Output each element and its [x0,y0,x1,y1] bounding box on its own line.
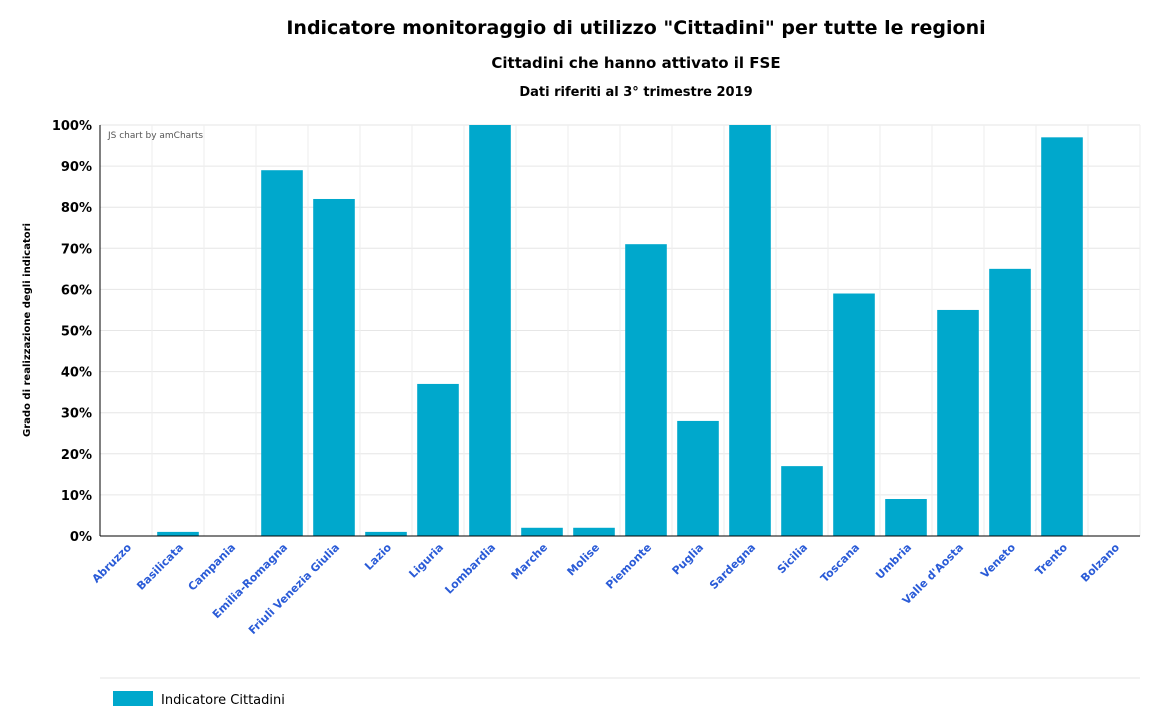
legend[interactable]: Indicatore Cittadini [113,691,285,708]
x-tick-label: Umbria [873,541,914,582]
y-tick-label: 60% [61,283,92,298]
bar-piemonte[interactable] [625,244,667,536]
bar-friuli-venezia-giulia[interactable] [313,198,355,537]
bar-trento[interactable] [1041,137,1083,536]
x-tick-label: Liguria [406,541,446,581]
grid [99,124,1141,537]
x-tick-label: Puglia [670,541,707,578]
y-tick-label: 80% [61,201,92,216]
y-tick-label: 70% [61,242,92,257]
bars [157,125,1083,537]
x-tick-label: Sardegna [707,541,758,592]
x-tick-label: Lazio [362,541,394,573]
x-tick-label: Trento [1033,541,1071,579]
y-tick-label: 30% [61,407,92,422]
x-axis-ticks: Abruzzo Basilicata CampaniaEmilia-RomagnaF… [90,541,1123,637]
y-tick-label: 0% [70,530,92,545]
y-axis-label: Grado di realizzazione degli indicatori [22,223,33,437]
bar-umbria[interactable] [885,499,927,536]
bar-sardegna[interactable] [729,125,771,536]
bar-lombardia[interactable] [469,125,511,536]
bar-veneto[interactable] [989,268,1031,536]
bar-liguria[interactable] [417,383,459,536]
y-tick-label: 100% [52,119,92,134]
x-tick-label: Lombardia [442,541,498,597]
y-tick-label: 50% [61,325,92,340]
x-tick-label: Piemonte [603,541,654,592]
chart-title: Indicatore monitoraggio di utilizzo "Cit… [286,17,985,39]
legend-label[interactable]: Indicatore Cittadini [161,693,285,708]
bar-lazio[interactable] [365,531,407,536]
x-tick-label: Marche [509,541,550,582]
y-axis-ticks: 0% 10% 20% 30% 40% 50% 60% 70% 80% 90% 100% [52,119,92,545]
x-tick-label: Veneto [978,541,1018,581]
y-tick-label: 90% [61,160,92,175]
x-tick-label: Toscana [818,541,862,585]
bar-molise[interactable] [573,527,615,536]
chart-subtitle: Cittadini che hanno attivato il FSE [491,54,780,72]
chart-subtitle-2: Dati riferiti al 3° trimestre 2019 [519,85,752,100]
x-tick-label: Bolzano [1078,541,1122,585]
chart-credit[interactable]: JS chart by amCharts [107,131,203,141]
x-tick-label: Basilicata [134,541,186,593]
bar-puglia[interactable] [677,420,719,536]
x-tick-label: Molise [565,541,603,579]
bar-sicilia[interactable] [781,466,823,536]
y-tick-label: 10% [61,489,92,504]
y-tick-label: 20% [61,448,92,463]
bar-basilicata[interactable] [157,531,199,536]
y-tick-label: 40% [61,366,92,381]
x-tick-label: Friuli Venezia Giulia [246,541,342,637]
x-tick-label: Campania [186,541,239,594]
bar-valle-d-aosta[interactable] [937,309,979,536]
x-tick-label: Sicilia [775,541,810,576]
bar-marche[interactable] [521,527,563,536]
bar-emilia-romagna[interactable] [261,170,303,536]
bar-toscana[interactable] [833,293,875,536]
x-tick-label: Abruzzo [90,541,135,586]
legend-swatch[interactable] [113,691,153,706]
